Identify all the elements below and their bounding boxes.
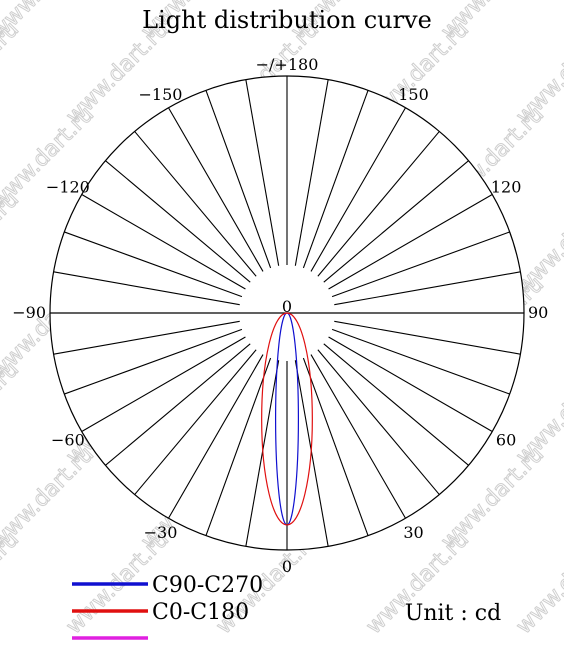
angle-labels: −/+180 150 −150 120 −120 90 −90 60 −60 30 −30 0 <box>12 55 548 576</box>
radial-spoke <box>317 349 440 495</box>
angle-label: 30 <box>403 523 423 542</box>
angle-label: −150 <box>139 85 183 104</box>
angle-label: 150 <box>398 85 429 104</box>
radial-spoke <box>328 194 493 290</box>
radial-spoke <box>302 357 369 536</box>
watermark-text: www.dart.ru <box>0 187 24 299</box>
radial-spoke <box>310 354 406 519</box>
angle-label: −90 <box>12 303 46 322</box>
watermark-text: www.dart.ru <box>0 17 24 129</box>
angle-label: −60 <box>51 431 85 450</box>
radial-spoke <box>323 343 469 466</box>
radial-spoke <box>294 79 329 266</box>
center-label: 0 <box>282 297 292 316</box>
angle-label: −/+180 <box>256 55 319 74</box>
radial-spoke <box>302 90 369 269</box>
radial-spoke <box>317 131 440 277</box>
watermark-text: www.dart.ru <box>0 527 24 639</box>
unit-label: Unit : cd <box>405 601 501 626</box>
radial-spoke <box>168 107 264 272</box>
angle-label: −120 <box>46 178 90 197</box>
radial-spoke <box>64 328 243 395</box>
radial-spoke <box>205 90 272 269</box>
radial-spoke <box>331 328 510 395</box>
radial-spoke <box>81 336 246 432</box>
angle-label: 60 <box>496 431 516 450</box>
watermark-text: www.dart.ru <box>0 357 24 469</box>
radial-spoke <box>81 194 246 290</box>
radial-spoke <box>205 357 272 536</box>
radial-spoke <box>328 336 493 432</box>
legend-label: C90-C270 <box>152 573 263 598</box>
angle-label: 90 <box>528 303 548 322</box>
radial-spoke <box>64 231 243 298</box>
radial-spoke <box>105 160 251 283</box>
radial-spoke <box>245 360 280 547</box>
watermark-text: www.dart.ru <box>512 527 564 639</box>
radial-spoke <box>323 160 469 283</box>
radial-spoke <box>168 354 264 519</box>
legend-label: C0-C180 <box>152 600 249 625</box>
radial-spoke <box>134 131 257 277</box>
radial-spoke <box>334 271 521 306</box>
radial-spoke <box>310 107 406 272</box>
radial-spoke <box>53 320 240 355</box>
angle-label: 120 <box>491 178 522 197</box>
radial-spoke <box>245 79 280 266</box>
radial-spoke <box>134 349 257 495</box>
radial-spoke <box>334 320 521 355</box>
curves-layer <box>261 312 313 526</box>
distribution-curve <box>261 312 313 526</box>
radial-spoke <box>331 231 510 298</box>
angle-label: −30 <box>144 523 178 542</box>
radial-spoke <box>53 271 240 306</box>
radial-spoke <box>105 343 251 466</box>
chart-title: Light distribution curve <box>142 6 432 34</box>
angle-label: 0 <box>282 557 292 576</box>
radial-spoke <box>294 360 329 547</box>
